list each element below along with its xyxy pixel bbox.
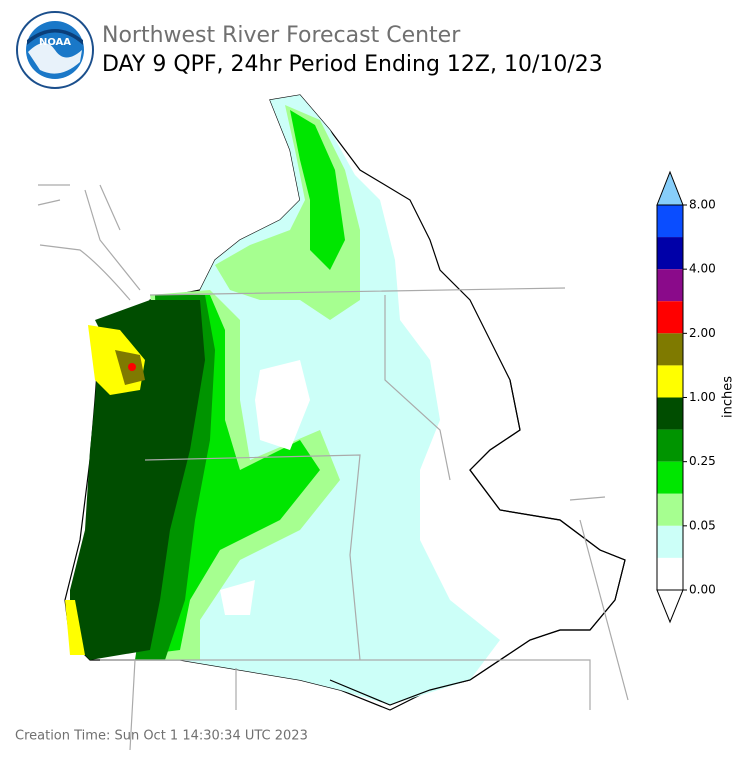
legend-tick-label: 1.00 bbox=[689, 390, 716, 404]
legend-swatch bbox=[657, 525, 683, 558]
legend-swatch bbox=[657, 461, 683, 494]
legend-tick-label: 2.00 bbox=[689, 326, 716, 340]
legend-tick-label: 0.25 bbox=[689, 454, 716, 468]
legend-swatch bbox=[657, 429, 683, 462]
legend-swatch bbox=[657, 557, 683, 590]
legend: 8.00 4.00 2.00 1.00 0.25 0.05 0.00 bbox=[656, 170, 716, 624]
legend-swatch bbox=[657, 333, 683, 366]
legend-label: inches bbox=[721, 376, 736, 418]
legend-tick-label: 0.05 bbox=[689, 518, 716, 532]
legend-tick-label: 4.00 bbox=[689, 262, 716, 276]
legend-swatch bbox=[657, 365, 683, 398]
legend-tick-label: 0.00 bbox=[689, 583, 716, 597]
legend-swatch bbox=[657, 493, 683, 526]
legend-swatch bbox=[657, 269, 683, 302]
legend-swatch bbox=[657, 397, 683, 430]
legend-tick-label: 8.00 bbox=[689, 198, 716, 212]
agency: Northwest River Forecast Center bbox=[102, 23, 461, 48]
creation-time: Creation Time: Sun Oct 1 14:30:34 UTC 20… bbox=[15, 729, 308, 744]
legend-over bbox=[656, 170, 684, 206]
svg-text:NOAA: NOAA bbox=[39, 37, 71, 48]
legend-under bbox=[656, 589, 684, 624]
legend-swatch bbox=[657, 301, 683, 334]
legend-swatch bbox=[657, 237, 683, 270]
map bbox=[37, 94, 629, 751]
noaa-logo: NOAA bbox=[16, 11, 94, 89]
title: DAY 9 QPF, 24hr Period Ending 12Z, 10/10… bbox=[102, 52, 603, 77]
legend-swatch bbox=[657, 205, 683, 238]
